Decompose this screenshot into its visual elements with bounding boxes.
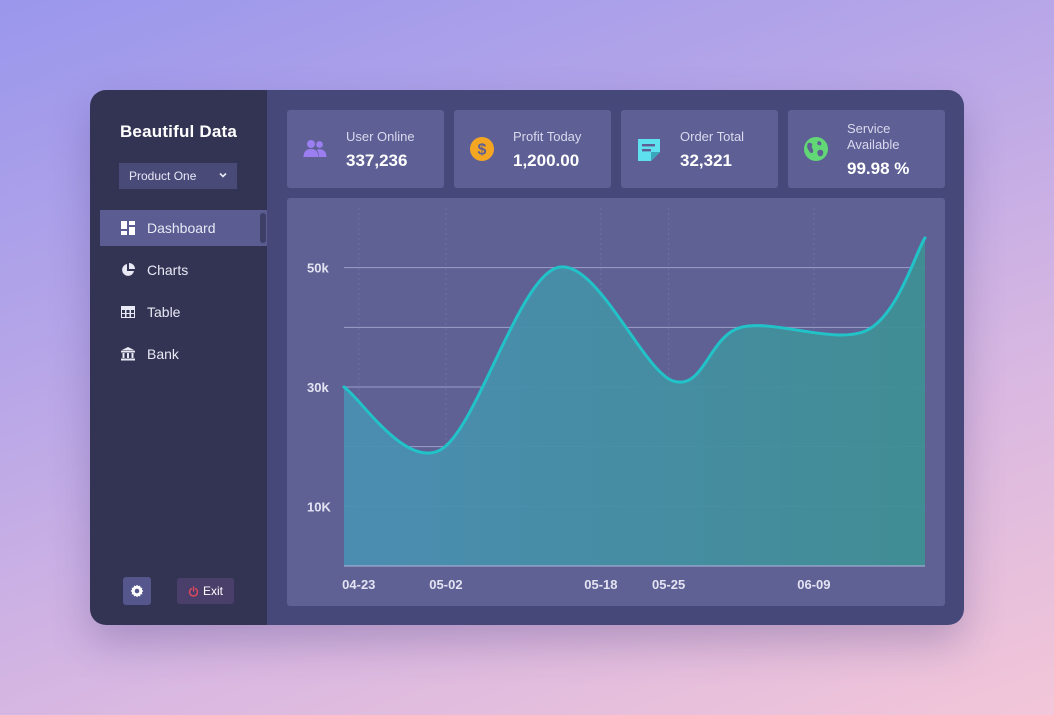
sidebar-item-dashboard[interactable]: Dashboard [100, 210, 267, 246]
globe-icon [803, 136, 829, 162]
svg-text:$: $ [478, 142, 487, 159]
app-title: Beautiful Data [119, 122, 238, 141]
y-tick-label: 50k [307, 261, 329, 276]
stat-card-user-online: User Online 337,236 [287, 110, 444, 188]
chart-panel: 10K 30k 50k 04-23 05-02 05-18 05-25 06-09 [287, 198, 945, 606]
exit-label: Exit [202, 584, 223, 598]
sidebar-nav: Dashboard Charts [100, 210, 267, 378]
main-content: User Online 337,236 $ Profit Today 1,200… [267, 90, 964, 625]
users-icon [302, 136, 328, 162]
dollar-icon: $ [469, 136, 495, 162]
stat-label: Service Available [847, 121, 900, 152]
gear-icon [130, 584, 144, 598]
stat-label: User Online [346, 129, 415, 144]
x-tick-label: 04-23 [342, 577, 375, 592]
product-select[interactable]: Product One [119, 163, 237, 189]
stat-card-profit-today: $ Profit Today 1,200.00 [454, 110, 611, 188]
stat-value: 1,200.00 [513, 151, 580, 170]
sidebar-item-label: Dashboard [147, 220, 216, 236]
sidebar-item-bank[interactable]: Bank [100, 336, 267, 372]
y-tick-label: 10K [307, 499, 331, 514]
sidebar-item-charts[interactable]: Charts [100, 252, 267, 288]
chevron-down-icon [218, 169, 228, 183]
product-select-value: Product One [129, 169, 197, 183]
x-tick-label: 06-09 [797, 577, 830, 592]
sidebar-scrollbar[interactable] [260, 213, 266, 243]
stat-card-service-available: Service Available 99.98 % [788, 110, 945, 188]
bank-icon [120, 346, 136, 362]
dashboard-window: Beautiful Data Product One Dashboard [90, 90, 964, 625]
area-chart: 10K 30k 50k 04-23 05-02 05-18 05-25 06-09 [307, 208, 927, 592]
sidebar: Beautiful Data Product One Dashboard [90, 90, 267, 625]
x-tick-label: 05-02 [429, 577, 462, 592]
stat-label: Profit Today [513, 129, 582, 144]
sidebar-item-label: Charts [147, 262, 189, 278]
exit-button[interactable]: Exit [177, 578, 234, 604]
dashboard-icon [120, 220, 136, 236]
pie-chart-icon [120, 262, 136, 278]
series-line [342, 236, 927, 455]
stat-card-order-total: Order Total 32,321 [621, 110, 778, 188]
x-tick-label: 05-18 [584, 577, 617, 592]
stat-value: 99.98 % [847, 159, 910, 178]
y-tick-label: 30k [307, 380, 329, 395]
table-icon [120, 304, 136, 320]
x-tick-label: 05-25 [652, 577, 685, 592]
note-icon [636, 136, 662, 162]
stat-value: 32,321 [680, 151, 732, 170]
sidebar-item-label: Table [147, 304, 181, 320]
stat-value: 337,236 [346, 151, 408, 170]
settings-button[interactable] [123, 577, 151, 605]
sidebar-item-table[interactable]: Table [100, 294, 267, 330]
stat-label: Order Total [680, 129, 745, 144]
sidebar-item-label: Bank [147, 346, 179, 362]
power-icon [188, 585, 199, 597]
series-area [344, 237, 925, 567]
